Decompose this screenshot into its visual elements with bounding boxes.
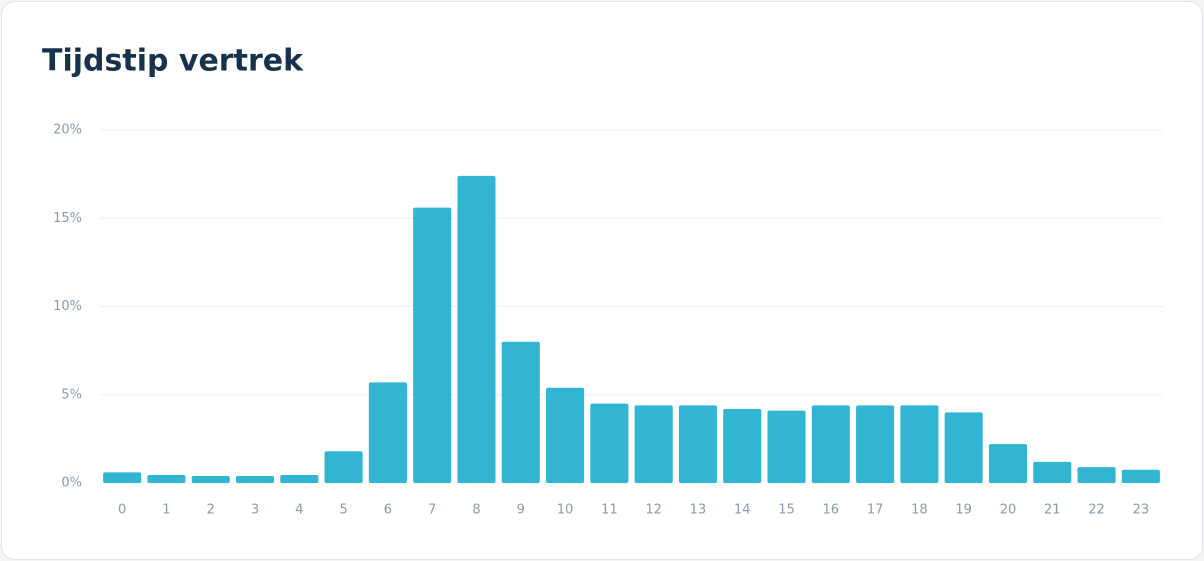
x-tick-label: 8 bbox=[472, 503, 480, 518]
bar bbox=[678, 405, 717, 483]
x-tick-label: 9 bbox=[517, 503, 525, 518]
x-tick-label: 5 bbox=[339, 503, 347, 518]
bar bbox=[368, 382, 407, 483]
x-tick-label: 13 bbox=[690, 503, 707, 518]
y-tick-label: 15% bbox=[53, 211, 82, 226]
x-tick-label: 7 bbox=[428, 503, 436, 518]
x-tick-label: 18 bbox=[911, 503, 928, 518]
chart-title: Tijdstip vertrek bbox=[42, 44, 304, 79]
x-tick-label: 16 bbox=[823, 503, 840, 518]
x-tick-label: 11 bbox=[601, 503, 618, 518]
x-tick-label: 23 bbox=[1133, 503, 1150, 518]
y-tick-label: 10% bbox=[53, 299, 82, 314]
y-tick-label: 5% bbox=[61, 387, 82, 402]
x-tick-label: 1 bbox=[162, 503, 170, 518]
bar bbox=[1033, 461, 1072, 483]
bar bbox=[324, 451, 363, 483]
bar bbox=[811, 405, 850, 483]
x-tick-label: 2 bbox=[207, 503, 215, 518]
x-tick-label: 21 bbox=[1044, 503, 1061, 518]
bar bbox=[988, 444, 1028, 483]
x-tick-label: 14 bbox=[734, 503, 751, 518]
x-tick-label: 19 bbox=[955, 503, 972, 518]
x-tick-label: 17 bbox=[867, 503, 884, 518]
bar bbox=[413, 207, 452, 483]
y-tick-label: 20% bbox=[53, 123, 82, 138]
bar bbox=[147, 475, 186, 483]
bar bbox=[767, 410, 806, 483]
x-tick-label: 3 bbox=[251, 503, 259, 518]
x-tick-label: 6 bbox=[384, 503, 392, 518]
x-tick-label: 12 bbox=[645, 503, 662, 518]
x-tick-label: 15 bbox=[778, 503, 795, 518]
y-tick-label: 0% bbox=[61, 476, 82, 491]
x-tick-label: 20 bbox=[1000, 503, 1017, 518]
x-tick-label: 22 bbox=[1088, 503, 1105, 518]
bar bbox=[590, 403, 629, 483]
bar bbox=[501, 341, 540, 483]
x-tick-label: 4 bbox=[295, 503, 303, 518]
x-tick-label: 10 bbox=[557, 503, 574, 518]
bar bbox=[1121, 469, 1160, 483]
bar bbox=[856, 405, 895, 483]
bar bbox=[546, 387, 585, 483]
bar bbox=[103, 472, 142, 483]
bar bbox=[235, 475, 275, 483]
bar bbox=[944, 412, 983, 483]
bar bbox=[723, 408, 762, 483]
bar bbox=[900, 405, 939, 483]
bar bbox=[1077, 467, 1116, 483]
bar bbox=[191, 475, 230, 483]
bar bbox=[280, 475, 319, 483]
x-tick-label: 0 bbox=[118, 503, 126, 518]
bar bbox=[634, 405, 673, 483]
bar bbox=[457, 175, 496, 483]
